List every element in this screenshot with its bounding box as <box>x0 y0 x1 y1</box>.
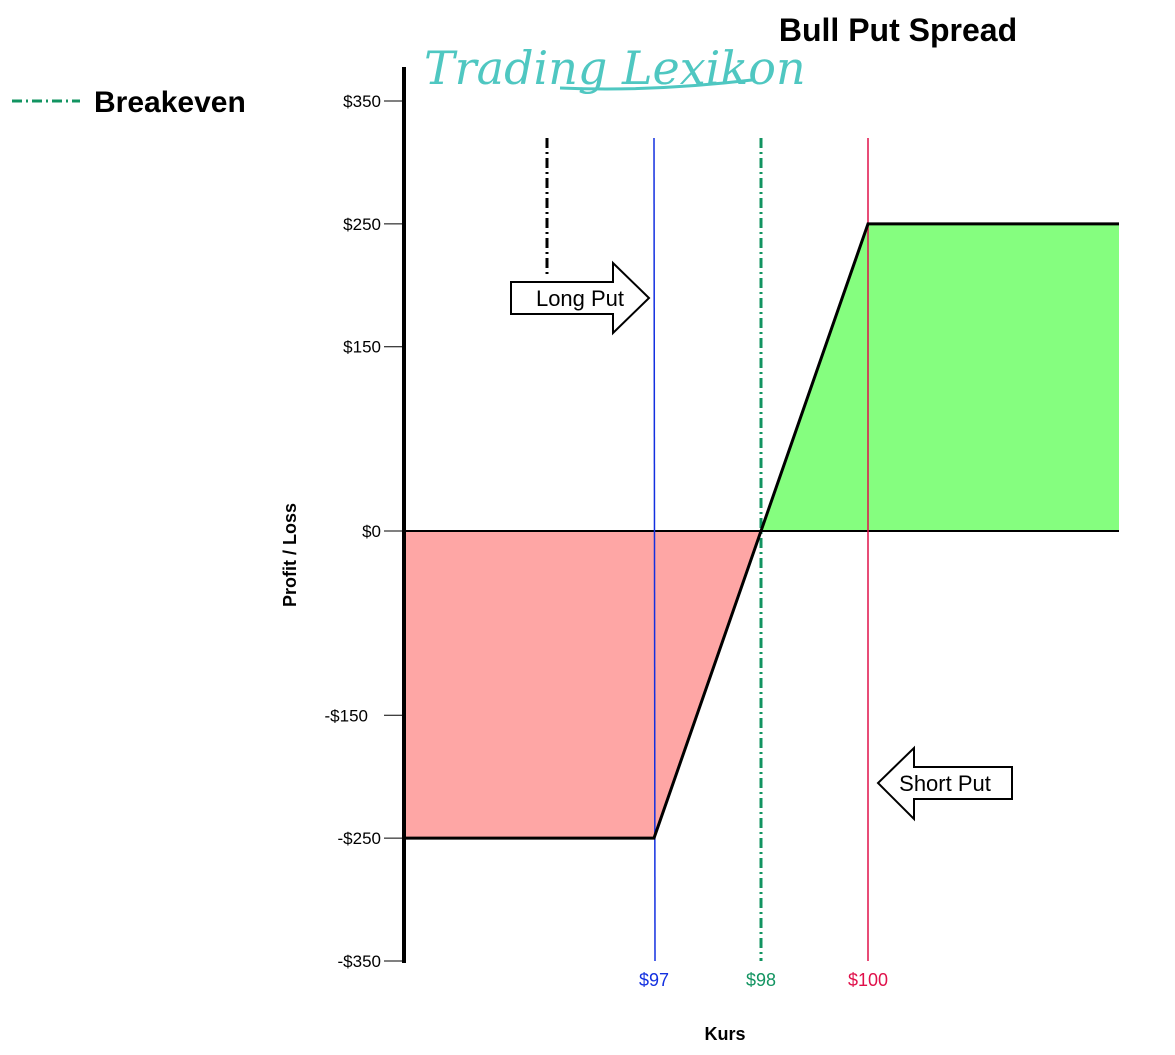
y-axis-title: Profit / Loss <box>280 503 300 607</box>
reference-line-long-put <box>653 137 656 962</box>
y-tick-label: $250 <box>343 215 381 234</box>
payoff-line <box>404 222 1119 840</box>
y-tick-label: $150 <box>343 338 381 357</box>
y-tick-label: $350 <box>343 92 381 111</box>
legend: Breakeven <box>12 86 246 119</box>
x-axis-title: Kurs <box>704 1024 745 1044</box>
logo-text: Trading Lexikon <box>424 41 806 95</box>
y-tick-label: -$350 <box>338 952 381 971</box>
reference-line-label-short-put: $100 <box>848 970 888 990</box>
trading-lexikon-logo: Trading Lexikon <box>424 41 806 95</box>
long-put-arrow-shape <box>510 260 651 336</box>
reference-line-label-long-put: $97 <box>639 970 669 990</box>
reference-lines: $97 $98 $100 <box>639 137 888 990</box>
logo-swoosh <box>559 78 753 91</box>
long-put-label: Long Put <box>536 286 624 311</box>
long-put-arrow: Long Put <box>510 260 651 336</box>
reference-line-label-breakeven: $98 <box>746 970 776 990</box>
y-tick-label: $0 <box>362 522 381 541</box>
short-put-label: Short Put <box>899 771 991 796</box>
legend-breakeven-label: Breakeven <box>94 86 246 119</box>
y-tick-label: -$250 <box>338 829 381 848</box>
short-put-arrow-shape <box>876 745 1013 822</box>
y-tick-label: -$150 <box>325 706 368 725</box>
profit-area <box>761 223 1119 531</box>
chart-title: Bull Put Spread <box>779 12 1017 48</box>
short-put-arrow: Short Put <box>876 745 1013 822</box>
loss-area <box>404 531 761 839</box>
y-axis-ticks: $350 $250 $150 $0 -$150 -$250 -$350 <box>325 92 404 971</box>
